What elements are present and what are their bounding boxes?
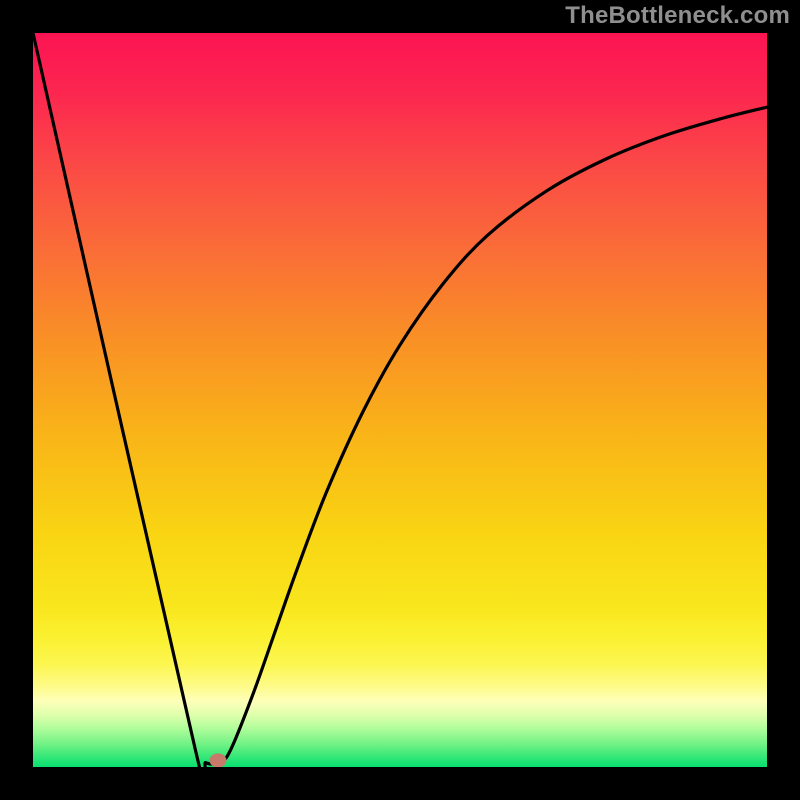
optimum-marker (209, 753, 226, 767)
watermark-text: TheBottleneck.com (565, 2, 790, 30)
chart-svg (33, 33, 767, 767)
chart-frame: TheBottleneck.com (0, 0, 800, 800)
gradient-background (33, 33, 767, 767)
plot-area (33, 33, 767, 767)
